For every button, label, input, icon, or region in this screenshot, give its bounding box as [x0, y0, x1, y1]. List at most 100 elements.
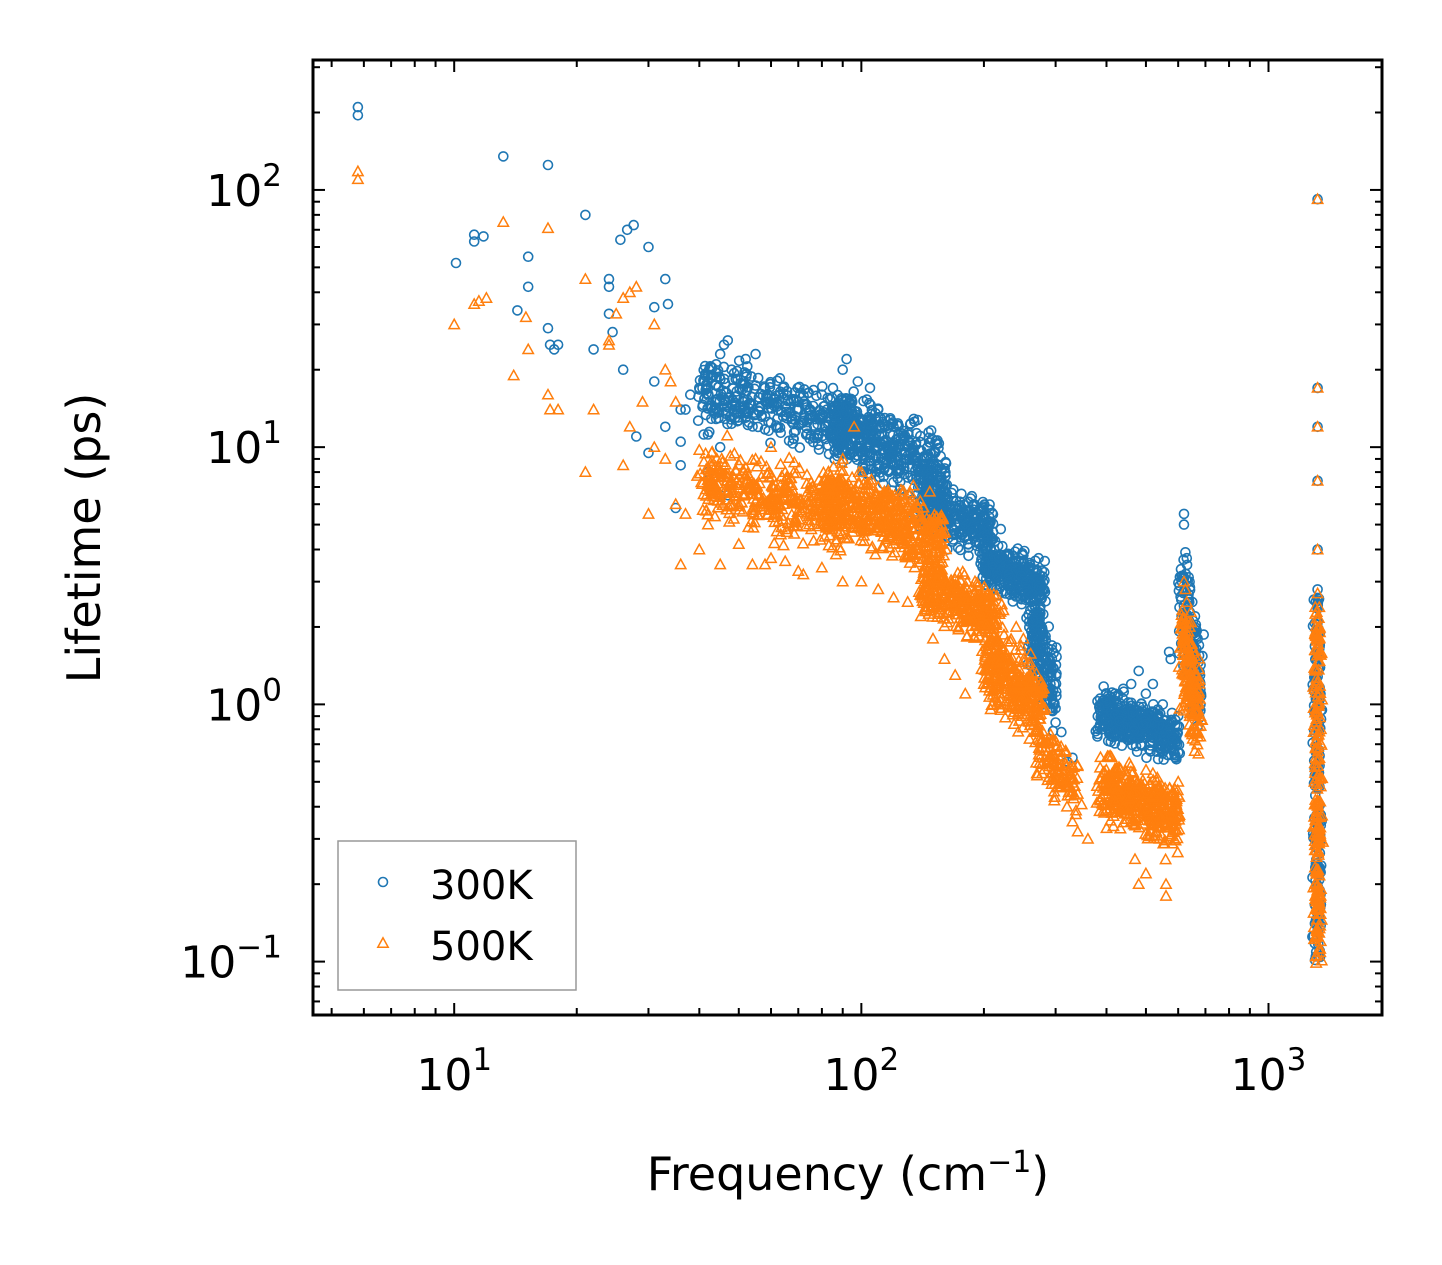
data-point: [981, 641, 994, 654]
data-point: [846, 432, 857, 444]
data-point: [1030, 613, 1042, 625]
data-point: [869, 489, 883, 502]
data-point: [851, 489, 865, 502]
data-point: [845, 448, 856, 459]
data-point: [1311, 752, 1325, 765]
data-point: [800, 468, 814, 480]
data-point: [1035, 593, 1046, 605]
data-point: [949, 607, 963, 620]
data-point: [1044, 661, 1055, 673]
data-point: [865, 399, 876, 411]
data-point: [1165, 803, 1179, 815]
data-point: [1188, 744, 1202, 756]
data-point: [986, 616, 1000, 628]
data-point: [792, 461, 806, 474]
series-layer: [351, 101, 1330, 968]
data-point: [692, 443, 706, 455]
data-point: [1092, 731, 1103, 742]
data-point: [984, 600, 998, 613]
data-point: [1099, 803, 1113, 816]
data-point: [866, 446, 877, 458]
data-point: [759, 411, 771, 422]
data-point: [868, 431, 879, 443]
data-point: [1016, 709, 1030, 721]
data-point: [1009, 642, 1023, 655]
data-point: [978, 508, 990, 520]
data-point: [1023, 732, 1036, 744]
data-point: [887, 446, 899, 458]
data-point: [903, 488, 916, 501]
data-point: [901, 543, 915, 556]
data-point: [885, 489, 899, 501]
data-point: [944, 573, 958, 586]
data-point: [724, 497, 738, 509]
data-point: [837, 498, 851, 511]
data-point: [1045, 754, 1059, 767]
data-point: [778, 491, 792, 503]
data-point: [1308, 838, 1322, 851]
data-point: [729, 463, 742, 475]
data-point: [703, 464, 717, 476]
data-point: [739, 394, 751, 406]
data-point: [1177, 704, 1191, 716]
data-point: [1047, 793, 1061, 806]
data-point: [799, 519, 813, 532]
data-point: [803, 405, 815, 417]
data-point: [989, 607, 1003, 619]
data-point: [911, 542, 925, 555]
data-point: [799, 501, 813, 513]
data-point: [807, 513, 821, 526]
data-point: [778, 387, 789, 399]
data-point: [841, 353, 852, 365]
data-point: [910, 497, 924, 510]
data-point: [1140, 807, 1154, 820]
data-point: [1140, 688, 1152, 700]
data-point: [497, 151, 509, 162]
data-point: [871, 515, 885, 528]
data-point: [852, 450, 864, 462]
data-point: [1020, 689, 1034, 702]
data-point: [882, 422, 894, 434]
data-point: [1124, 775, 1138, 787]
data-point: [774, 372, 786, 384]
data-point: [777, 411, 789, 423]
data-point: [1034, 685, 1048, 698]
data-point: [936, 606, 950, 618]
data-point: [1127, 710, 1139, 721]
data-point: [873, 517, 887, 530]
data-point: [865, 540, 879, 552]
data-point: [765, 417, 777, 429]
data-point: [978, 653, 992, 665]
data-point: [708, 509, 722, 522]
data-point: [936, 526, 950, 539]
data-point: [766, 480, 780, 493]
data-point: [925, 521, 939, 533]
data-point: [887, 450, 898, 462]
data-point: [935, 555, 949, 567]
data-point: [1038, 633, 1049, 645]
data-point: [737, 383, 749, 395]
data-point: [722, 335, 734, 346]
data-point: [939, 498, 950, 510]
data-point: [1163, 646, 1175, 658]
data-point: [1130, 776, 1143, 789]
data-point: [1309, 949, 1323, 962]
data-point: [794, 503, 808, 516]
data-point: [968, 504, 980, 516]
data-point: [837, 512, 851, 525]
data-point: [1138, 776, 1152, 789]
data-point: [1312, 724, 1326, 737]
data-point: [1007, 684, 1021, 696]
data-point: [750, 348, 761, 360]
data-point: [765, 376, 776, 388]
data-point: [906, 511, 920, 524]
data-point: [1164, 829, 1178, 841]
data-point: [740, 472, 754, 485]
data-point: [1172, 808, 1186, 821]
data-point: [963, 606, 977, 619]
data-point: [1004, 632, 1018, 644]
data-point: [478, 231, 489, 242]
data-point: [1185, 640, 1199, 653]
data-point: [961, 614, 975, 626]
data-point: [1132, 820, 1146, 833]
